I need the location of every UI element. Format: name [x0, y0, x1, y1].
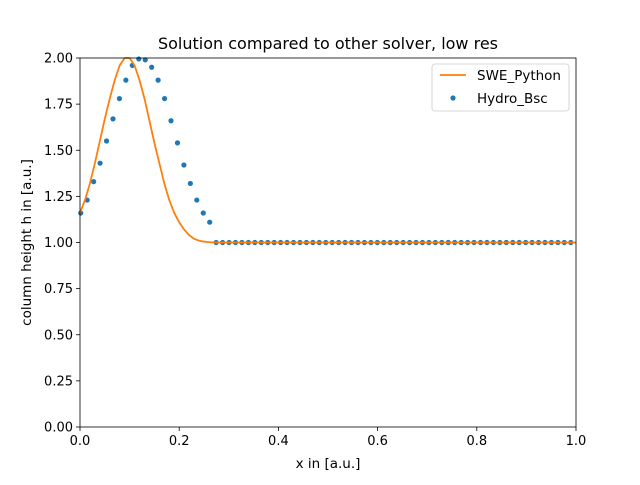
hydro-bsc-point [91, 179, 97, 185]
x-tick-label: 0.6 [367, 434, 388, 449]
hydro-bsc-point [155, 77, 161, 83]
y-tick-label: 2.00 [44, 52, 73, 67]
x-tick-label: 0.2 [169, 434, 190, 449]
hydro-bsc-point [207, 219, 213, 225]
hydro-bsc-point [136, 56, 142, 62]
x-tick-label: 0.8 [466, 434, 487, 449]
legend-hydro-bsc-swatch [450, 95, 456, 101]
y-tick-label: 0.50 [44, 328, 73, 343]
y-axis-label: column height h in [a.u.] [19, 159, 35, 326]
x-axis-ticks: 0.0 0.2 0.4 0.6 0.8 1.0 [70, 427, 587, 449]
y-tick-label: 0.00 [44, 421, 73, 436]
hydro-bsc-point [142, 57, 148, 63]
x-tick-label: 1.0 [566, 434, 587, 449]
y-axis-ticks: 0.00 0.25 0.50 0.75 1.00 1.25 1.50 1.75 2.00 [44, 52, 80, 436]
legend-box [431, 63, 570, 112]
y-tick-label: 1.75 [44, 98, 73, 113]
chart-title: Solution compared to other solver, low r… [158, 34, 498, 53]
y-tick-label: 0.75 [44, 282, 73, 297]
hydro-bsc-point [187, 180, 193, 187]
hydro-bsc-point [194, 197, 200, 203]
swe-python-line [79, 57, 576, 244]
y-tick-label: 1.50 [44, 144, 73, 159]
hydro-bsc-point [174, 140, 181, 146]
hydro-bsc-point [181, 162, 187, 168]
data-layer [78, 56, 576, 246]
x-tick-label: 0.4 [268, 434, 289, 449]
x-tick-label: 0.0 [70, 434, 91, 449]
legend: SWE_Python Hydro_Bsc [431, 63, 570, 112]
hydro-bsc-point [97, 160, 103, 166]
x-axis-label: x in [a.u.] [296, 456, 361, 472]
hydro-bsc-point [123, 77, 129, 83]
hydro-bsc-point [110, 116, 116, 122]
hydro-bsc-point [200, 210, 206, 216]
hydro-bsc-point [149, 64, 155, 70]
legend-hydro-bsc-label: Hydro_Bsc [477, 91, 548, 107]
y-tick-label: 1.00 [44, 236, 73, 251]
hydro-bsc-point [103, 138, 110, 144]
hydro-bsc-point [116, 95, 123, 102]
y-tick-label: 1.25 [44, 190, 73, 205]
y-tick-label: 0.25 [44, 374, 73, 389]
hydro-bsc-point [168, 118, 174, 124]
hydro-bsc-point [161, 95, 168, 102]
legend-swe-python-label: SWE_Python [477, 68, 561, 84]
